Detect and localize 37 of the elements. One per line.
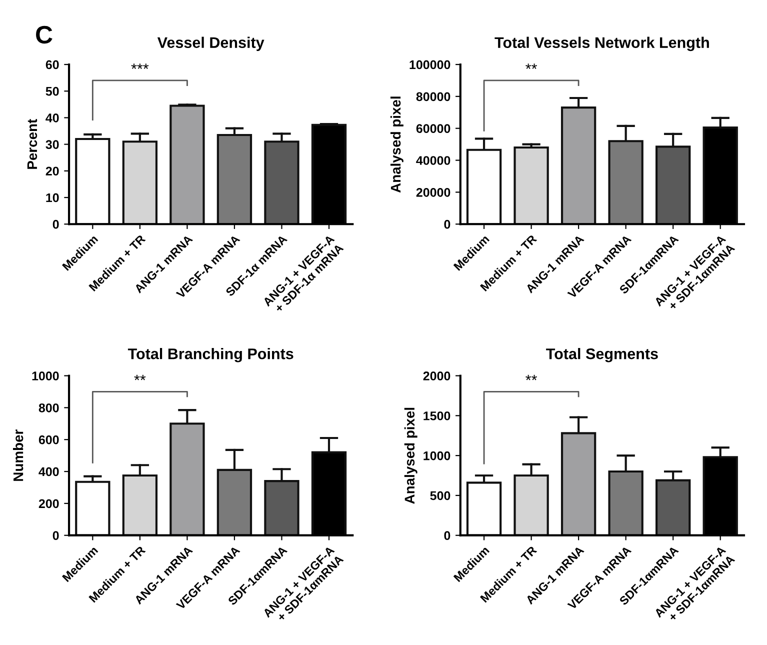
y-tick-label: 10	[46, 193, 59, 202]
annotation: **	[526, 374, 537, 380]
y-axis-title: Percent	[27, 119, 38, 169]
chart-title: Total Branching Points	[128, 348, 294, 362]
annotation: **	[526, 64, 537, 69]
y-tick-label: 60000	[416, 124, 450, 133]
y-axis-title: Analysed pixel	[404, 408, 418, 504]
y-tick-label: 1000	[32, 372, 59, 380]
y-tick-label: 80000	[416, 92, 450, 102]
y-tick-label: 600	[38, 435, 59, 444]
y-tick-label: 1500	[424, 411, 450, 420]
y-tick-label: 0	[444, 220, 450, 229]
y-tick-label: 500	[430, 491, 450, 500]
y-tick-label: 50	[46, 86, 59, 96]
y-tick-label: 0	[52, 531, 59, 540]
y-tick-label: 800	[38, 403, 59, 412]
y-axis-title: Number	[13, 430, 24, 481]
chart-title: Total Vessels Network Length	[494, 36, 709, 52]
chart-title: Total Segments	[546, 348, 658, 362]
y-tick-label: 0	[444, 531, 450, 540]
y-tick-label: 30	[46, 140, 59, 149]
annotation: ***	[131, 64, 149, 69]
y-tick-label: 2000	[423, 372, 450, 380]
chart-title: Vessel Density	[157, 36, 264, 52]
y-tick-label: 1000	[424, 451, 450, 460]
y-tick-label: 60	[46, 60, 59, 70]
y-tick-label: 40	[46, 114, 59, 122]
y-tick-label: 400	[38, 467, 59, 476]
y-tick-label: 20000	[416, 188, 450, 197]
y-tick-label: 20	[46, 166, 59, 176]
text: C	[36, 26, 52, 44]
y-tick-label: 40000	[416, 156, 450, 165]
y-tick-label: 100000	[410, 60, 450, 70]
annotation: **	[134, 374, 146, 380]
y-tick-label: 0	[52, 220, 59, 229]
y-axis-title: Analysed pixel	[390, 96, 404, 193]
y-tick-label: 200	[38, 499, 59, 508]
